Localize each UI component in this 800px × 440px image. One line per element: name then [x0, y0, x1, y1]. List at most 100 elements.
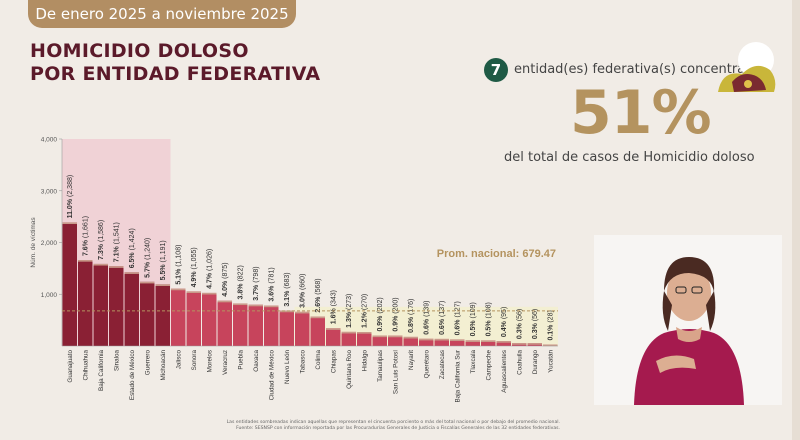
bar	[310, 316, 325, 346]
bar-cap	[93, 263, 108, 266]
bar-cap	[372, 335, 387, 338]
bar	[186, 291, 201, 346]
y-axis-label: Núm. de víctimas	[30, 217, 37, 268]
y-tick-label: 3,000	[41, 188, 58, 195]
bar	[388, 335, 403, 346]
bar-cap	[233, 303, 248, 306]
bar-data-label: 0.3% (56)	[517, 309, 524, 339]
category-label: Morelos	[206, 350, 213, 372]
bar-cap	[543, 344, 558, 347]
category-label: Guanajuato	[67, 350, 74, 383]
bar-cap	[527, 343, 542, 345]
category-label: Quintana Roo	[346, 350, 353, 389]
bar-data-label: 0.4% (95)	[501, 307, 508, 337]
bar-data-label: 6.5% (1,424)	[129, 228, 136, 268]
bar-cap	[295, 311, 310, 314]
bar-cap	[171, 288, 186, 291]
bar-cap	[419, 338, 434, 341]
kpi-percent: 51%	[570, 78, 712, 148]
category-label: Jalisco	[175, 350, 182, 370]
bar	[93, 263, 108, 346]
page-title-line1: HOMICIDIO DOLOSO	[30, 40, 249, 62]
bar-data-label: 3.6% (781)	[269, 267, 276, 301]
bar	[279, 310, 294, 346]
bar-data-label: 11.0% (2,388)	[67, 175, 74, 219]
category-label: Durango	[532, 350, 539, 375]
category-label: Guerrero	[144, 350, 151, 376]
bar-data-label: 1.6% (343)	[331, 290, 338, 324]
bar-cap	[496, 341, 511, 343]
bar-data-label: 0.5% (109)	[470, 302, 477, 336]
bar-cap	[326, 328, 341, 330]
bar-data-label: 0.9% (202)	[377, 297, 384, 331]
bar-cap	[357, 332, 372, 334]
bar	[233, 303, 248, 346]
bar-cap	[264, 305, 279, 308]
category-label: Yucatán	[547, 350, 554, 373]
bar	[202, 292, 217, 346]
bar-data-label: 4.9% (1,055)	[191, 247, 198, 287]
bar-cap	[78, 260, 93, 262]
bar-cap	[465, 340, 480, 342]
bar	[171, 288, 186, 346]
bar-data-label: 5.1% (1,108)	[176, 245, 183, 285]
average-label: Prom. nacional: 679.47	[437, 248, 556, 260]
bar-data-label: 7.1% (1,541)	[114, 222, 121, 262]
bar	[465, 340, 480, 346]
footnote-line2: Fuente: SESNSP con información reportada…	[236, 426, 560, 431]
page-title: HOMICIDIO DOLOSO POR ENTIDAD FEDERATIVA	[30, 40, 320, 86]
category-label: Tamaulipas	[377, 350, 384, 382]
category-label: Oaxaca	[253, 350, 260, 372]
bar-data-label: 0.6% (137)	[439, 301, 446, 335]
bar-cap	[248, 304, 263, 307]
category-label: Zacatecas	[439, 350, 446, 379]
category-label: Puebla	[237, 350, 244, 370]
bar	[403, 336, 418, 346]
bar-cap	[62, 222, 77, 225]
kpi-subtext: del total de casos de Homicidio doloso	[504, 150, 755, 165]
category-label: Colima	[315, 350, 322, 370]
bar-cap	[388, 335, 403, 338]
bar	[372, 335, 387, 346]
bar-cap	[450, 339, 465, 342]
bar-cap	[279, 310, 294, 313]
sign-language-interpreter-video	[594, 235, 782, 405]
bar-data-label: 0.9% (200)	[393, 297, 400, 331]
kpi-text: entidad(es) federativa(s) concentran el	[514, 62, 770, 77]
bar	[341, 331, 356, 346]
bar	[109, 266, 124, 346]
bar-chart: 1,000 2,000 3,000 4,000 Núm. de víctimas 11.0…	[30, 137, 558, 403]
bar	[357, 332, 372, 346]
category-label: Baja California	[98, 350, 105, 391]
bar-data-label: 4.7% (1,026)	[207, 249, 214, 289]
bar	[78, 260, 93, 346]
date-range-banner: De enero 2025 a noviembre 2025	[28, 0, 296, 28]
bar-data-label: 3.0% (660)	[300, 274, 307, 308]
bar	[217, 300, 232, 346]
bar-data-label: 1.2% (270)	[362, 294, 369, 328]
bar-cap	[186, 291, 201, 294]
footnote: Las entidades sombreadas indican aquella…	[150, 420, 560, 432]
bar-data-label: 0.6% (127)	[455, 301, 462, 335]
page-title-line2: POR ENTIDAD FEDERATIVA	[30, 63, 321, 85]
y-tick-label: 4,000	[41, 137, 58, 144]
category-label: Ciudad de México	[268, 350, 275, 401]
bar-cap	[512, 343, 527, 345]
y-tick-label: 2,000	[41, 240, 58, 247]
category-label: Baja California Sur	[454, 350, 461, 403]
category-label: Sinaloa	[113, 350, 120, 372]
bar-data-label: 7.3% (1,586)	[98, 220, 105, 260]
bar-data-label: 5.7% (1,240)	[145, 238, 152, 278]
bar	[450, 339, 465, 346]
bar	[124, 272, 139, 346]
bar-data-label: 3.1% (683)	[284, 272, 291, 306]
y-tick-label: 1,000	[41, 292, 58, 299]
right-edge-bar	[792, 0, 800, 440]
bar	[155, 284, 170, 346]
bar-data-label: 7.6% (1,661)	[83, 216, 90, 256]
bar	[295, 311, 310, 346]
bar-cap	[140, 281, 155, 284]
bar	[62, 222, 77, 346]
bar-cap	[403, 336, 418, 339]
bar	[419, 338, 434, 346]
